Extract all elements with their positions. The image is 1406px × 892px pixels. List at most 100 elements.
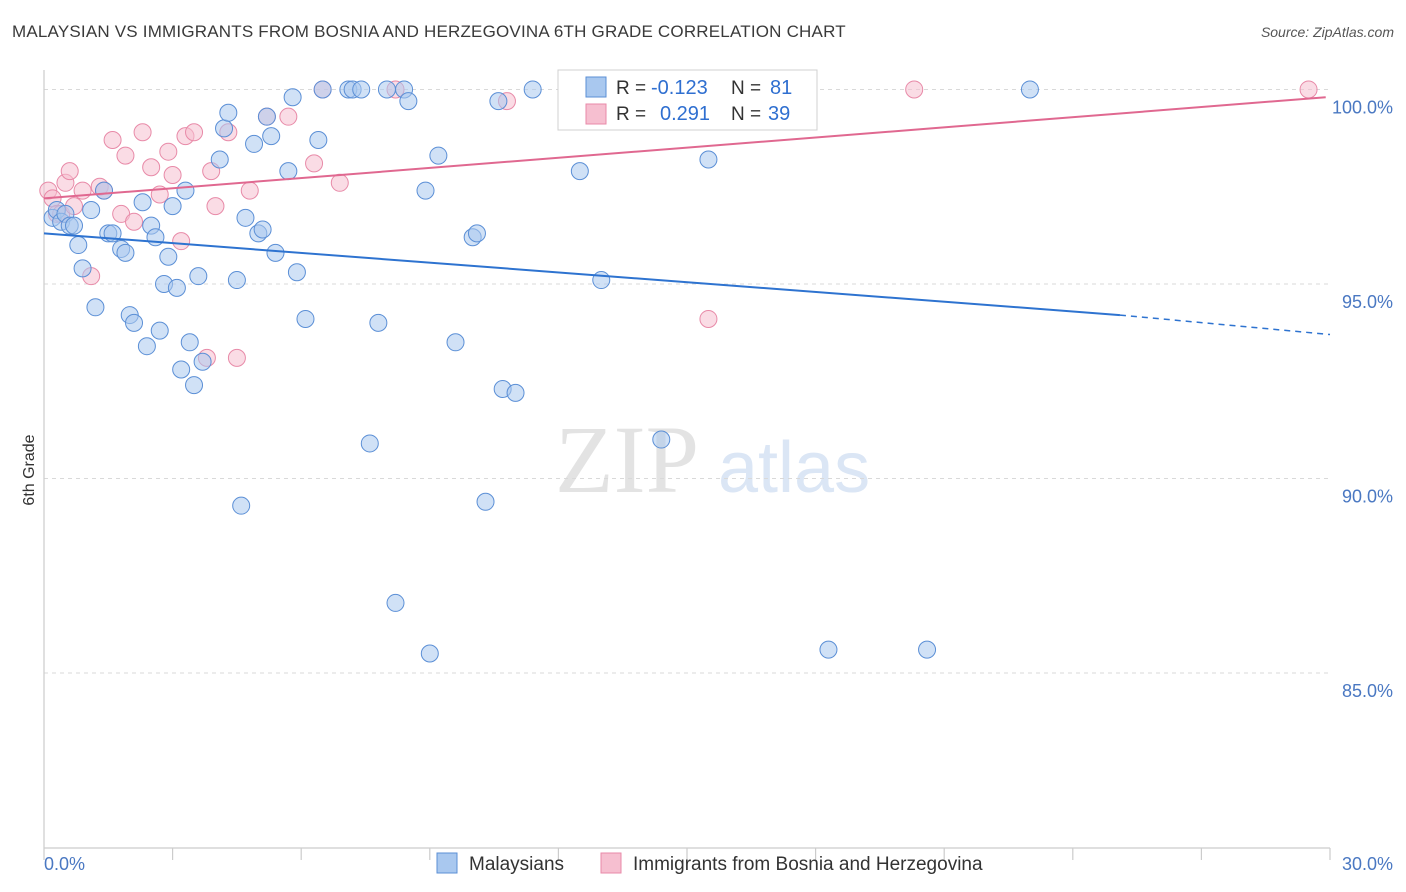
point-malaysians [1020, 80, 1039, 99]
watermark-atlas: atlas [718, 428, 870, 508]
legend-r-value-1: -0.123 [651, 77, 708, 99]
point-bosnia [142, 158, 161, 177]
point-malaysians [232, 496, 251, 515]
point-malaysians [369, 313, 388, 332]
point-bosnia [305, 154, 324, 173]
point-malaysians [125, 313, 144, 332]
point-malaysians [172, 360, 191, 379]
point-malaysians [506, 383, 525, 402]
legend-n-label-1: N = [731, 78, 761, 99]
point-malaysians [150, 321, 169, 340]
legend-n-label-2: N = [731, 104, 761, 125]
point-malaysians [262, 127, 281, 146]
point-malaysians [245, 134, 264, 153]
y-tick-label: 95.0% [1342, 292, 1393, 312]
point-malaysians [180, 333, 199, 352]
point-malaysians [116, 243, 135, 262]
point-bosnia [1299, 80, 1318, 99]
x-tick-label-min: 0.0% [44, 854, 85, 874]
point-malaysians [918, 640, 937, 659]
series-malaysians-points [43, 80, 1039, 663]
point-malaysians [95, 181, 114, 200]
point-malaysians [253, 220, 272, 239]
point-malaysians [257, 107, 276, 126]
point-malaysians [73, 259, 92, 278]
point-bosnia [240, 181, 259, 200]
watermark: ZIP atlas [555, 406, 870, 513]
point-malaysians [215, 119, 234, 138]
point-bosnia [206, 197, 225, 216]
point-malaysians [159, 247, 178, 266]
trend-lines [43, 96, 1331, 336]
legend-r-value-2: 0.291 [660, 103, 710, 125]
point-malaysians [489, 92, 508, 111]
gridlines [44, 88, 1330, 674]
point-bosnia [172, 232, 191, 251]
point-malaysians [377, 80, 396, 99]
point-bosnia [133, 123, 152, 142]
y-tick-label: 90.0% [1342, 486, 1393, 506]
bottom-legend-label-malaysians: Malaysians [469, 854, 564, 875]
point-malaysians [236, 208, 255, 227]
point-bosnia [103, 131, 122, 150]
legend-r-label-1: R = [616, 78, 646, 99]
bottom-legend-label-bosnia: Immigrants from Bosnia and Herzegovina [633, 854, 983, 875]
point-malaysians [86, 298, 105, 317]
bottom-legend: Malaysians Immigrants from Bosnia and He… [436, 852, 983, 875]
point-bosnia [125, 212, 144, 231]
point-malaysians [570, 162, 589, 181]
trend-line-bosnia [43, 96, 1326, 200]
point-bosnia [163, 166, 182, 185]
point-malaysians [420, 644, 439, 663]
point-bosnia [905, 80, 924, 99]
point-malaysians [399, 92, 418, 111]
legend-n-value-2: 39 [768, 103, 790, 125]
point-malaysians [467, 224, 486, 243]
y-axis-title: 6th Grade [21, 434, 38, 505]
point-malaysians [137, 337, 156, 356]
point-malaysians [592, 271, 611, 290]
point-malaysians [65, 216, 84, 235]
point-malaysians [176, 181, 195, 200]
legend-r-label-2: R = [616, 104, 646, 125]
point-malaysians [185, 376, 204, 395]
point-malaysians [133, 193, 152, 212]
point-bosnia [60, 162, 79, 181]
point-malaysians [313, 80, 332, 99]
point-malaysians [652, 430, 671, 449]
point-bosnia [227, 348, 246, 367]
point-bosnia [159, 142, 178, 161]
legend-swatch-malaysians [585, 76, 607, 98]
bottom-legend-swatch-bosnia [600, 852, 622, 874]
chart-source: Source: ZipAtlas.com [1260, 24, 1394, 40]
point-malaysians [296, 309, 315, 328]
point-malaysians [446, 333, 465, 352]
point-malaysians [163, 197, 182, 216]
point-malaysians [360, 434, 379, 453]
bottom-legend-swatch-malaysians [436, 852, 458, 874]
point-malaysians [69, 236, 88, 255]
point-malaysians [227, 271, 246, 290]
y-tick-label: 100.0% [1332, 97, 1393, 117]
point-malaysians [266, 243, 285, 262]
point-malaysians [219, 103, 238, 122]
x-tick-label-max: 30.0% [1342, 854, 1393, 874]
point-malaysians [189, 267, 208, 286]
chart-title: MALAYSIAN VS IMMIGRANTS FROM BOSNIA AND … [12, 22, 846, 41]
point-bosnia [279, 107, 298, 126]
point-malaysians [193, 352, 212, 371]
point-malaysians [429, 146, 448, 165]
point-malaysians [523, 80, 542, 99]
legend-n-value-1: 81 [770, 77, 792, 99]
point-malaysians [476, 492, 495, 511]
point-malaysians [416, 181, 435, 200]
y-tick-labels: 85.0% 90.0% 95.0% 100.0% [1332, 97, 1393, 701]
point-malaysians [699, 150, 718, 169]
y-tick-label: 85.0% [1342, 681, 1393, 701]
trend-line-malaysians-extension [1119, 314, 1331, 336]
point-malaysians [352, 80, 371, 99]
legend-swatch-bosnia [585, 103, 607, 125]
point-malaysians [283, 88, 302, 107]
x-ticks [43, 848, 1331, 860]
